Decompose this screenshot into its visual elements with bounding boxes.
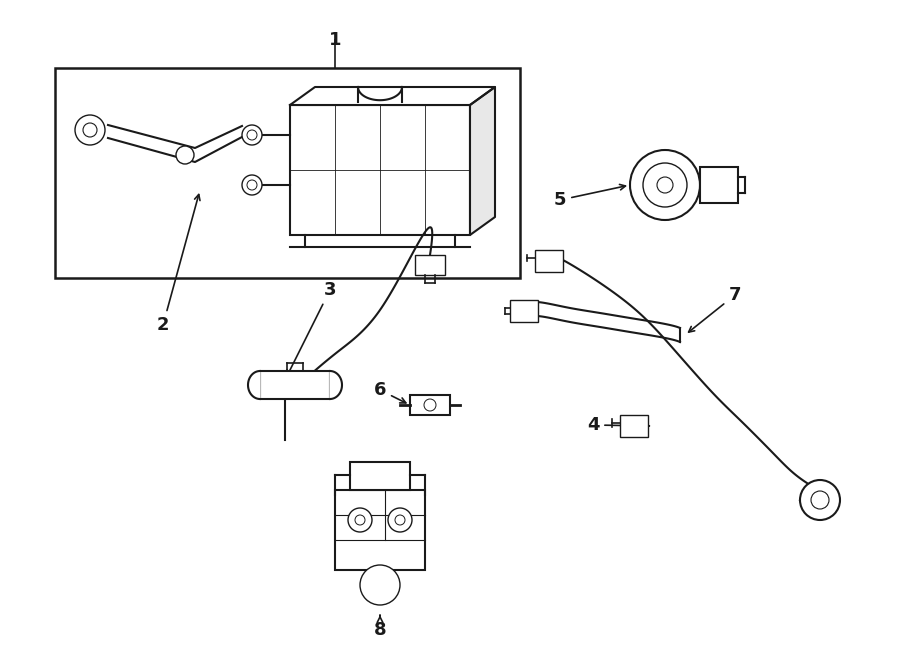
Circle shape bbox=[657, 177, 673, 193]
Text: 7: 7 bbox=[688, 286, 742, 332]
Bar bbox=[368, 570, 392, 600]
Bar bbox=[410, 395, 450, 415]
Text: 6: 6 bbox=[374, 381, 406, 403]
Bar bbox=[700, 167, 738, 203]
Circle shape bbox=[348, 508, 372, 532]
Bar bbox=[415, 255, 445, 275]
Polygon shape bbox=[470, 87, 495, 235]
Text: 4: 4 bbox=[587, 416, 650, 434]
Polygon shape bbox=[330, 371, 342, 399]
Circle shape bbox=[75, 115, 105, 145]
Text: 8: 8 bbox=[374, 615, 386, 639]
Polygon shape bbox=[248, 371, 260, 399]
Circle shape bbox=[643, 163, 687, 207]
Circle shape bbox=[800, 480, 840, 520]
Circle shape bbox=[360, 565, 400, 605]
Circle shape bbox=[630, 150, 700, 220]
Bar bbox=[55, 68, 520, 278]
Text: 3: 3 bbox=[287, 281, 337, 376]
Text: 2: 2 bbox=[157, 194, 200, 334]
Polygon shape bbox=[290, 87, 495, 105]
Bar bbox=[335, 490, 425, 570]
Circle shape bbox=[242, 125, 262, 145]
Bar bbox=[510, 300, 538, 322]
Bar bbox=[350, 462, 410, 490]
Bar bbox=[260, 371, 330, 399]
Circle shape bbox=[388, 508, 412, 532]
Circle shape bbox=[176, 146, 194, 164]
Bar bbox=[290, 105, 470, 235]
Bar bbox=[535, 250, 563, 272]
Bar bbox=[620, 415, 648, 437]
Text: 1: 1 bbox=[328, 31, 341, 49]
Circle shape bbox=[242, 175, 262, 195]
Text: 5: 5 bbox=[554, 184, 626, 209]
